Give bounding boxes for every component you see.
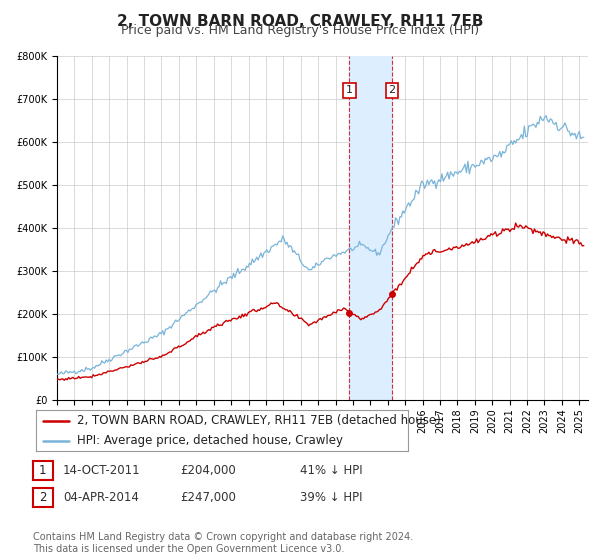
Text: Contains HM Land Registry data © Crown copyright and database right 2024.
This d: Contains HM Land Registry data © Crown c… — [33, 532, 413, 554]
Text: £247,000: £247,000 — [180, 491, 236, 505]
Bar — [349, 56, 392, 400]
Text: 1: 1 — [39, 464, 47, 477]
Text: 2: 2 — [39, 491, 47, 504]
Text: 2, TOWN BARN ROAD, CRAWLEY, RH11 7EB (detached house): 2, TOWN BARN ROAD, CRAWLEY, RH11 7EB (de… — [77, 414, 440, 427]
Text: 2, TOWN BARN ROAD, CRAWLEY, RH11 7EB: 2, TOWN BARN ROAD, CRAWLEY, RH11 7EB — [117, 14, 483, 29]
Text: £204,000: £204,000 — [180, 464, 236, 478]
Text: 1: 1 — [346, 86, 353, 95]
Text: 04-APR-2014: 04-APR-2014 — [63, 491, 139, 505]
Text: 2: 2 — [389, 86, 396, 95]
Text: 14-OCT-2011: 14-OCT-2011 — [63, 464, 140, 478]
Text: 41% ↓ HPI: 41% ↓ HPI — [300, 464, 362, 478]
Text: 39% ↓ HPI: 39% ↓ HPI — [300, 491, 362, 505]
Text: HPI: Average price, detached house, Crawley: HPI: Average price, detached house, Craw… — [77, 434, 343, 447]
Text: Price paid vs. HM Land Registry's House Price Index (HPI): Price paid vs. HM Land Registry's House … — [121, 24, 479, 37]
